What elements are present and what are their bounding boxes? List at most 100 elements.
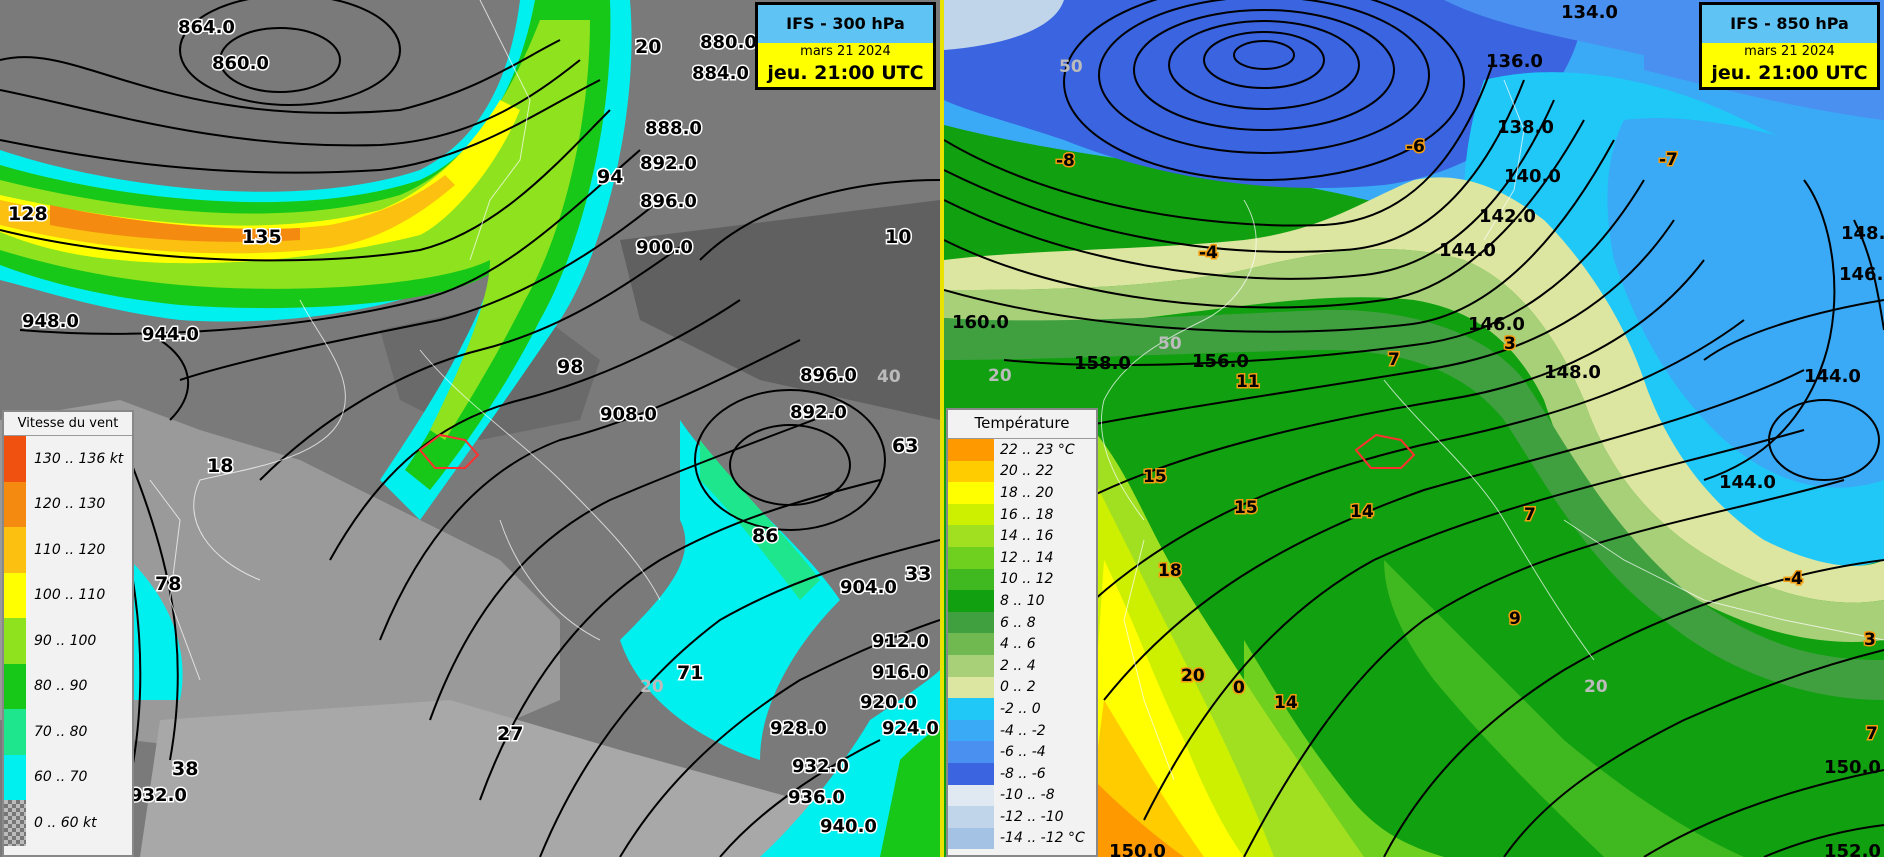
speed-label: 33 [905, 563, 931, 585]
legend-row: 130 .. 136 kt [4, 436, 132, 482]
legend-title: Vitesse du vent [4, 412, 132, 436]
legend-swatch [4, 663, 26, 709]
map-time: jeu. 21:00 UTC [1702, 61, 1877, 87]
temp-label: 7 [1866, 724, 1878, 744]
legend-swatch [948, 784, 994, 807]
height-label: 880.0 [700, 32, 757, 53]
temp-label: 9 [1509, 609, 1521, 629]
legend-row: 22 .. 23 °C [948, 439, 1096, 461]
legend-row: -8 .. -6 [948, 762, 1096, 785]
height-label: 146.0 [1839, 264, 1884, 285]
height-label: 160.0 [952, 312, 1009, 333]
legend-label: 110 .. 120 [34, 541, 106, 558]
height-label: 864.0 [178, 17, 235, 38]
switzerland-outline [1354, 433, 1416, 469]
legend-title: Température [948, 410, 1096, 439]
height-label: 892.0 [790, 402, 847, 423]
legend-row: 10 .. 12 [948, 568, 1096, 591]
height-label: 944.0 [142, 324, 199, 345]
legend-row: 100 .. 110 [4, 572, 132, 618]
height-label: 904.0 [840, 577, 897, 598]
legend-swatch [948, 806, 994, 828]
legend-swatch [948, 482, 994, 504]
height-labels: 134.0 136.0 138.0 140.0 142.0 144.0 148.… [952, 2, 1884, 857]
legend-swatch [948, 633, 994, 655]
temp-label: 7 [1524, 505, 1536, 525]
graticule-label: 20 [1584, 677, 1608, 697]
legend-row: -12 .. -10 [948, 806, 1096, 828]
height-label: 134.0 [1561, 2, 1618, 23]
temperature-legend: Température 22 .. 23 °C 20 .. 22 18 .. 20 1… [946, 408, 1098, 857]
temp-label: 15 [1234, 498, 1258, 518]
switzerland-outline [418, 433, 480, 469]
legend-swatch [948, 762, 994, 785]
temp-label: 3 [1864, 630, 1876, 650]
legend-row: 80 .. 90 [4, 663, 132, 709]
legend-label: 14 .. 16 [1000, 528, 1054, 545]
map-date: mars 21 2024 [1702, 43, 1877, 61]
height-label: 896.0 [640, 191, 697, 212]
speed-label: 38 [172, 758, 198, 780]
graticule-label: 50 [1158, 334, 1182, 354]
legend-row: 90 .. 100 [4, 618, 132, 664]
legend-label: 90 .. 100 [34, 632, 97, 649]
legend-label: 6 .. 8 [1000, 614, 1036, 631]
temp-label: -8 [1056, 151, 1075, 171]
legend-swatch [4, 481, 26, 527]
legend-label: 2 .. 4 [1000, 657, 1036, 674]
legend-row: -14 .. -12 °C [948, 827, 1096, 850]
legend-row: 70 .. 80 [4, 709, 132, 755]
legend-swatch [4, 527, 26, 573]
map-title-box: IFS - 300 hPa mars 21 2024 jeu. 21:00 UT… [755, 2, 936, 90]
legend-swatch [948, 590, 994, 612]
height-label: 936.0 [788, 787, 845, 808]
legend-swatch [948, 546, 994, 569]
height-label: 150.0 [1824, 757, 1881, 778]
legend-row: 60 .. 70 [4, 754, 132, 800]
height-label: 142.0 [1479, 206, 1536, 227]
speed-label: 71 [677, 662, 703, 684]
speed-label: 135 [242, 226, 282, 248]
temp-label: 7 [1388, 350, 1400, 370]
temp-label: 11 [1236, 372, 1260, 392]
legend-label: 20 .. 22 [1000, 463, 1054, 480]
wind-speed-legend: Vitesse du vent 130 .. 136 kt 120 .. 130 1… [2, 410, 134, 857]
speed-label: 20 [635, 36, 661, 58]
graticule-labels: 40 20 [640, 367, 901, 697]
legend-row: 6 .. 8 [948, 611, 1096, 634]
height-label: 144.0 [1804, 366, 1861, 387]
legend-row: 14 .. 16 [948, 525, 1096, 547]
temp-label: 15 [1143, 467, 1167, 487]
height-label: 140.0 [1504, 166, 1561, 187]
height-label: 928.0 [770, 718, 827, 739]
graticule-label: 20 [640, 677, 664, 697]
legend-label: 10 .. 12 [1000, 571, 1054, 588]
legend-swatch [948, 439, 994, 461]
legend-swatch [948, 503, 994, 526]
map-title-box: IFS - 850 hPa mars 21 2024 jeu. 21:00 UT… [1699, 2, 1880, 90]
height-label: 948.0 [22, 311, 79, 332]
height-label: 932.0 [792, 756, 849, 777]
legend-swatch [948, 676, 994, 699]
height-label: 888.0 [645, 118, 702, 139]
height-label: 860.0 [212, 53, 269, 74]
temp-label: -4 [1199, 243, 1218, 263]
legend-row: 2 .. 4 [948, 654, 1096, 677]
legend-swatch [4, 618, 26, 664]
map-panel-850hpa: 134.0 136.0 138.0 140.0 142.0 144.0 148.… [944, 0, 1884, 857]
wind-speed-labels: 20 128 135 94 10 98 18 63 86 78 33 71 27… [7, 35, 933, 782]
height-label: 932.0 [130, 785, 187, 806]
legend-row: 4 .. 6 [948, 633, 1096, 655]
height-label: 940.0 [820, 816, 877, 837]
height-label: 884.0 [692, 63, 749, 84]
map-panel-300hpa: 864.0 860.0 880.0 884.0 888.0 892.0 896.… [0, 0, 944, 857]
legend-label: 16 .. 18 [1000, 506, 1054, 523]
temperature-map: 134.0 136.0 138.0 140.0 142.0 144.0 148.… [944, 0, 1884, 857]
legend-label: -4 .. -2 [1000, 722, 1046, 739]
wind-speed-map: 864.0 860.0 880.0 884.0 888.0 892.0 896.… [0, 0, 940, 857]
legend-swatch [948, 827, 994, 850]
legend-row: -10 .. -8 [948, 784, 1096, 807]
temp-label: -6 [1406, 137, 1425, 157]
height-label: 912.0 [872, 631, 929, 652]
legend-row: 110 .. 120 [4, 527, 132, 573]
